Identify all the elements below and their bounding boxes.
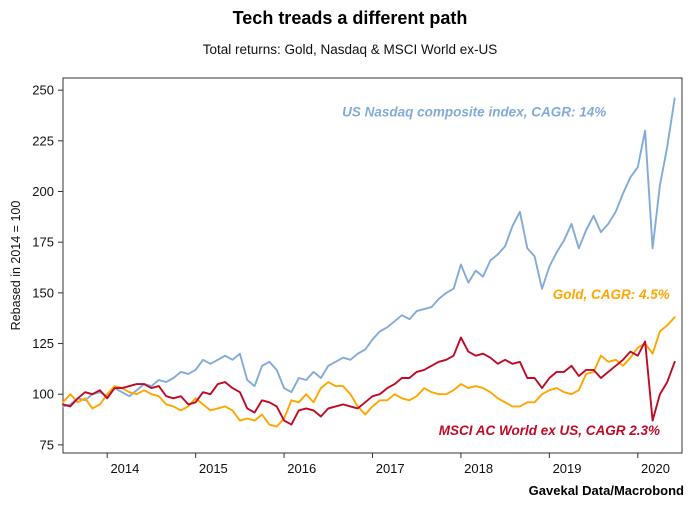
y-axis-title: Rebased in 2014 = 100 — [9, 201, 23, 331]
chart-subtitle: Total returns: Gold, Nasdaq & MSCI World… — [202, 42, 498, 57]
x-tick-label: 2014 — [110, 461, 139, 476]
y-tick-label: 225 — [32, 133, 54, 148]
y-tick-label: 200 — [32, 184, 54, 199]
x-tick-label: 2017 — [376, 461, 405, 476]
y-tick-label: 75 — [40, 437, 54, 452]
x-tick-label: 2019 — [553, 461, 582, 476]
chart-title: Tech treads a different path — [232, 8, 468, 28]
series-annotation: MSCI AC World ex US, CAGR 2.3% — [439, 423, 660, 438]
x-tick-label: 2016 — [287, 461, 316, 476]
series-line-msci-ac-world-ex-us — [62, 336, 676, 426]
source-credit: Gavekal Data/Macrobond — [528, 483, 684, 498]
x-tick-label: 2015 — [199, 461, 228, 476]
y-tick-label: 125 — [32, 336, 54, 351]
y-tick-label: 150 — [32, 285, 54, 300]
series-annotation: Gold, CAGR: 4.5% — [553, 287, 670, 302]
y-tick-label: 250 — [32, 83, 54, 98]
series-line-gold — [62, 316, 676, 428]
y-tick-label: 175 — [32, 235, 54, 250]
series-annotation: US Nasdaq composite index, CAGR: 14% — [342, 105, 606, 120]
series-line-us-nasdaq-composite-index — [62, 97, 676, 408]
x-tick-label: 2018 — [464, 461, 493, 476]
x-tick-label: 2020 — [641, 461, 670, 476]
y-tick-label: 100 — [32, 387, 54, 402]
